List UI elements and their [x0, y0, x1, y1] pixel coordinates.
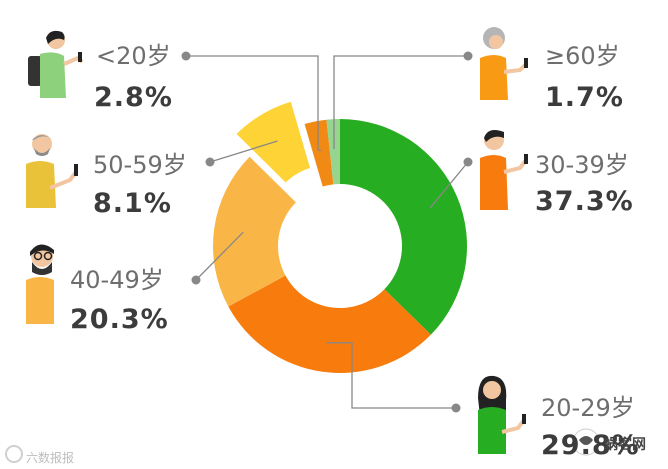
watermark-text: 六数报报	[26, 451, 75, 465]
leader-line-40-49岁	[195, 231, 244, 281]
leader-dot-20-29岁	[451, 403, 461, 413]
label-30-39-pct: 37.3%	[535, 186, 634, 217]
young-man-icon	[480, 130, 528, 210]
elderly-woman-icon	[480, 27, 528, 100]
hipster-man-icon	[26, 244, 54, 324]
label-30-39-age: 30-39岁	[535, 151, 629, 179]
bearded-man-icon	[26, 134, 78, 208]
donut-slices	[213, 96, 467, 373]
leader-dot-40-49岁	[191, 275, 201, 285]
young-woman-icon	[478, 375, 526, 454]
leader-line-30-39岁	[429, 161, 469, 209]
label-40-49-age: 40-49岁	[70, 266, 164, 294]
slice-30-39岁	[340, 119, 467, 335]
label-20-29-pct: 29.8%	[541, 430, 640, 461]
leader-dot-30-39岁	[463, 157, 473, 167]
watermark-logo-icon	[5, 445, 23, 463]
slice-≥60岁	[326, 119, 340, 185]
slice-<20岁	[304, 119, 334, 187]
leader-line-≥60岁	[333, 55, 468, 150]
label-20-29-age: 20-29岁	[541, 394, 635, 422]
leader-dot-50-59岁	[205, 157, 215, 167]
slice-20-29岁	[228, 275, 431, 373]
student-icon	[28, 30, 84, 98]
leader-dot-≥60岁	[463, 51, 473, 61]
leader-line-<20岁	[186, 55, 322, 151]
label-under20-age: <20岁	[96, 42, 171, 70]
label-50-59-pct: 8.1%	[93, 188, 172, 219]
label-40-49-pct: 20.3%	[70, 304, 169, 335]
brand-text: 蜗客网	[604, 437, 646, 453]
label-50-59-age: 50-59岁	[93, 151, 187, 179]
leader-lines	[181, 51, 473, 413]
slice-40-49岁	[213, 156, 296, 307]
label-60plus-age: ≥60岁	[545, 42, 620, 70]
leader-dot-<20岁	[181, 51, 191, 61]
leader-line-20-29岁	[326, 342, 456, 409]
label-under20-pct: 2.8%	[94, 82, 173, 113]
leader-line-50-59岁	[209, 140, 278, 163]
label-60plus-pct: 1.7%	[545, 82, 624, 113]
brand-logo-icon	[572, 428, 600, 456]
